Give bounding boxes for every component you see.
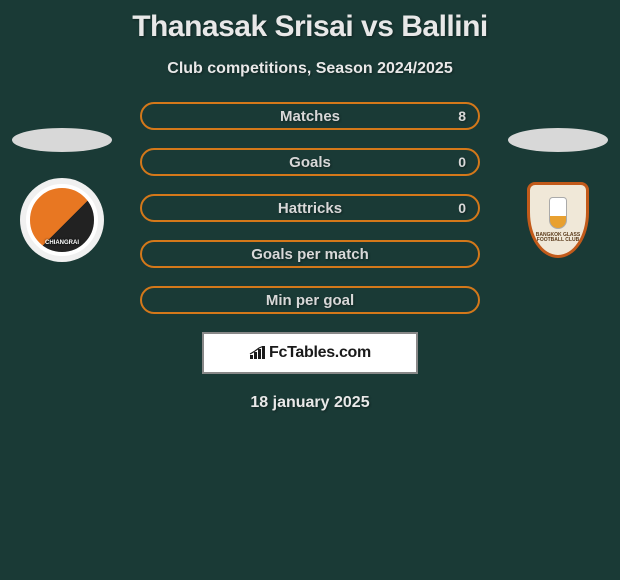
date-line: 18 january 2025	[0, 394, 620, 412]
stat-row-hattricks: Hattricks 0	[140, 194, 480, 222]
stat-label: Min per goal	[266, 292, 354, 309]
bangkok-glass-crest: BANGKOK GLASSFOOTBALL CLUB	[527, 182, 589, 258]
brand-box: FcTables.com	[202, 332, 418, 374]
chiangrai-crest: CHIANGRAI	[26, 184, 98, 256]
stat-label: Hattricks	[278, 200, 342, 217]
stat-row-matches: Matches 8	[140, 102, 480, 130]
bar-chart-icon	[249, 346, 267, 360]
stat-value-right: 8	[458, 108, 466, 124]
stats-list: Matches 8 Goals 0 Hattricks 0 Goals per …	[140, 102, 480, 314]
stat-row-goals: Goals 0	[140, 148, 480, 176]
glass-icon	[549, 197, 567, 229]
stat-value-right: 0	[458, 154, 466, 170]
player-photo-left-placeholder	[12, 128, 112, 152]
badge-left-label: CHIANGRAI	[45, 240, 79, 246]
stat-label: Matches	[280, 108, 340, 125]
stat-label: Goals	[289, 154, 331, 171]
team-badge-left: CHIANGRAI	[20, 178, 104, 262]
stat-value-right: 0	[458, 200, 466, 216]
badge-right-label: BANGKOK GLASSFOOTBALL CLUB	[536, 233, 580, 244]
team-badge-right: BANGKOK GLASSFOOTBALL CLUB	[516, 178, 600, 262]
stat-row-min-per-goal: Min per goal	[140, 286, 480, 314]
brand-text: FcTables.com	[269, 344, 371, 362]
player-photo-right-placeholder	[508, 128, 608, 152]
stat-row-goals-per-match: Goals per match	[140, 240, 480, 268]
stat-label: Goals per match	[251, 246, 369, 263]
subtitle: Club competitions, Season 2024/2025	[0, 60, 620, 78]
page-title: Thanasak Srisai vs Ballini	[0, 0, 620, 44]
